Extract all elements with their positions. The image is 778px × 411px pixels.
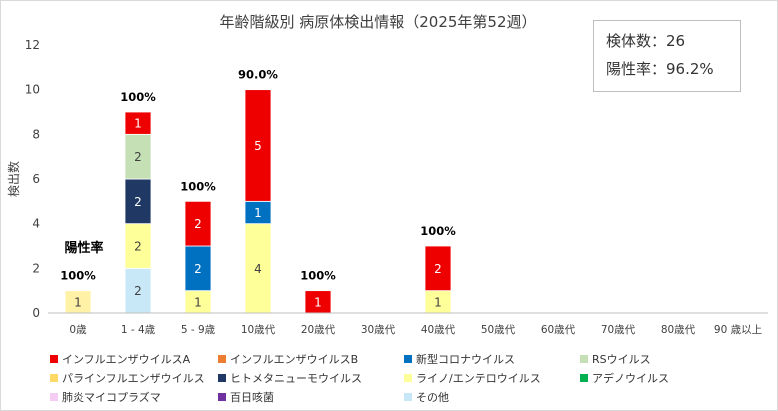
legend-label: 肺炎マイコプラズマ [62,391,161,404]
legend-item: ヒトメタニューモウイルス [218,369,362,387]
bar-series: 1 2 2 2 2 1 1 2 2 4 1 5 1 1 2 [64,89,452,314]
positivity-labels: 100% 100% 100% 90.0% 100% 100% [60,68,456,283]
y-axis-ticks: 0 2 4 6 8 10 12 [25,38,40,320]
bar-value-label: 1 [434,295,442,309]
positivity-label: 90.0% [238,68,278,82]
positivity-value: 96.2% [666,60,714,78]
x-tick-label: 1 - 4歳 [121,324,156,336]
positivity-header: 陽性率 [64,240,103,256]
bar-value-label: 2 [134,150,142,164]
x-tick-label: 80歳代 [661,324,696,336]
bar-segment [244,89,272,202]
bar-segment [124,178,152,225]
x-tick-label: 0歳 [69,324,87,336]
legend-swatch [50,355,58,363]
legend-swatch [404,393,412,401]
x-tick-label: 5 - 9歳 [181,324,216,336]
summary-box: 検体数：26 陽性率：96.2% [593,20,741,92]
y-tick-label: 4 [32,217,40,231]
legend-swatch [218,355,226,363]
y-tick-label: 0 [32,306,40,320]
bar-segment [184,200,212,247]
y-tick-label: 6 [32,172,40,186]
bar-value-label: 4 [254,262,262,276]
x-axis-ticks: 0歳 1 - 4歳 5 - 9歳 10歳代 20歳代 30歳代 40歳代 50歳代 60歳代 70… [69,324,762,336]
specimens-value: 26 [666,32,686,50]
legend-label: 新型コロナウイルス [416,353,515,366]
positivity-label: 100% [180,179,216,193]
bar-value-label: 2 [434,262,442,276]
x-tick-label: 40歳代 [421,324,456,336]
y-axis-label: 検出数 [6,161,21,197]
positivity-label: 100% [120,90,156,104]
bar-value-label: 2 [194,217,202,231]
x-tick-label: 60歳代 [541,324,576,336]
positivity-label: 100% [60,269,96,283]
positivity-label: 陽性率： [606,60,667,78]
bar-value-label: 2 [134,240,142,254]
legend-swatch [580,374,588,382]
legend-item: 新型コロナウイルス [404,350,515,368]
legend-swatch [580,355,588,363]
legend-swatch [404,355,412,363]
bar-segment [124,133,152,180]
bar-value-label: 2 [134,284,142,298]
y-tick-label: 8 [32,127,40,141]
chart-legend: インフルエンザウイルスA インフルエンザウイルスB 新型コロナウイルス RSウイルスパ… [50,350,770,408]
legend-label: RSウイルス [592,353,651,366]
y-tick-label: 2 [32,261,40,275]
legend-item: アデノウイルス [580,369,669,387]
legend-label: パラインフルエンザウイルス [62,372,205,385]
y-tick-label: 10 [25,83,40,97]
x-tick-label: 10歳代 [241,324,276,336]
legend-item: インフルエンザウイルスA [50,350,190,368]
bar-segment [424,245,452,292]
x-tick-label: 20歳代 [301,324,336,336]
legend-label: インフルエンザウイルスB [230,353,359,366]
x-tick-label: 90 歳以上 [714,324,762,336]
positivity-label: 100% [420,224,456,238]
bar-value-label: 1 [194,295,202,309]
specimens-label: 検体数： [606,32,667,50]
legend-item: 百日咳菌 [218,388,274,406]
specimens-line: 検体数：26 [606,30,685,51]
bar-value-label: 5 [254,139,262,153]
bar-value-label: 2 [194,262,202,276]
bar-value-label: 2 [134,195,142,209]
legend-item: RSウイルス [580,350,651,368]
positivity-label: 100% [300,269,336,283]
legend-label: インフルエンザウイルスA [62,353,191,366]
legend-swatch [218,393,226,401]
legend-label: ライノ/エンテロウイルス [416,372,541,385]
bar-value-label: 1 [254,206,262,220]
legend-label: 百日咳菌 [230,391,274,404]
legend-item: 肺炎マイコプラズマ [50,388,161,406]
bar-value-label: 1 [74,295,82,309]
y-tick-label: 12 [25,38,40,52]
legend-swatch [404,374,412,382]
positivity-line: 陽性率：96.2% [606,58,714,79]
legend-swatch [50,393,58,401]
legend-swatch [218,374,226,382]
x-tick-label: 30歳代 [361,324,396,336]
bar-segment [124,111,152,135]
chart-title: 年齢階級別 病原体検出情報（2025年第52週） [219,13,536,31]
legend-swatch [50,374,58,382]
bar-value-label: 1 [134,117,142,131]
legend-item: ライノ/エンテロウイルス [404,369,541,387]
x-tick-label: 70歳代 [601,324,636,336]
legend-label: ヒトメタニューモウイルス [230,372,362,385]
legend-item: その他 [404,388,449,406]
x-tick-label: 50歳代 [481,324,516,336]
legend-label: その他 [416,391,449,404]
bar-segment [244,223,272,314]
legend-label: アデノウイルス [592,372,669,385]
bar-value-label: 1 [314,295,322,309]
legend-item: インフルエンザウイルスB [218,350,358,368]
legend-item: パラインフルエンザウイルス [50,369,205,387]
